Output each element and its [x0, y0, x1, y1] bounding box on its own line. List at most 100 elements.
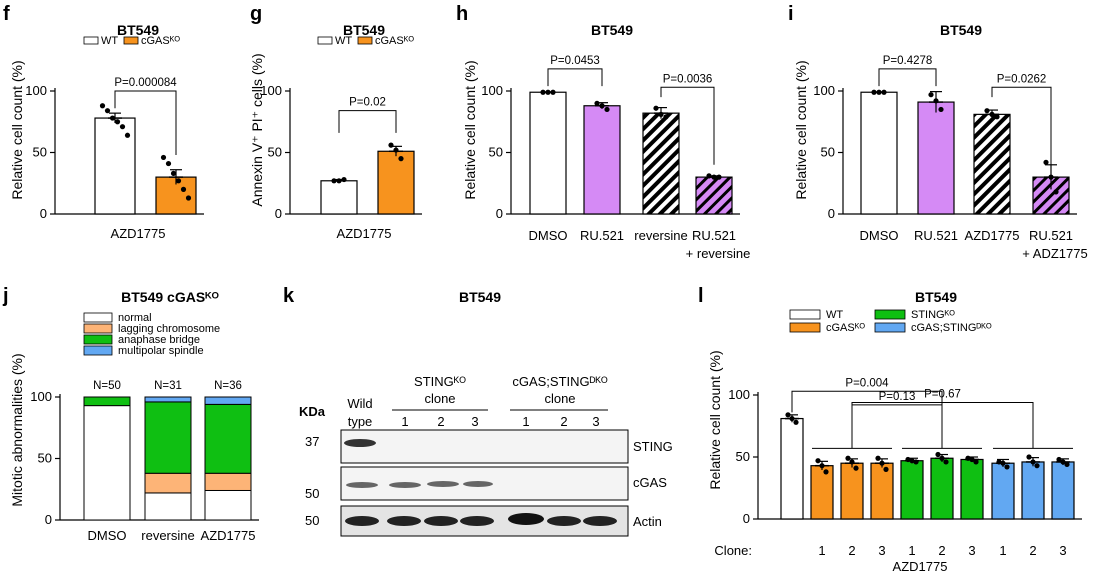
legend-label: lagging chromosome	[118, 323, 220, 335]
chart-i: BT549 0 50 100 Relative cell count (%) DMSO RU…	[793, 22, 1088, 261]
data-point	[160, 154, 167, 161]
legend-label: WT	[335, 35, 352, 47]
bar	[529, 91, 567, 215]
bar	[840, 462, 864, 520]
data-point	[658, 111, 664, 117]
legend-swatch	[317, 36, 333, 45]
panel-letter-g: g	[250, 3, 262, 25]
data-point	[109, 115, 116, 121]
pvalue-label: P=0.000084	[114, 77, 177, 89]
panel-letter-i: i	[788, 3, 794, 25]
y-axis-label: Mitotic abnormalities (%)	[9, 353, 25, 506]
clone-label: 1	[401, 414, 408, 429]
chart-j: BT549 cGASᴷᴼ 0 50 100 Mitotic abnormalities …	[9, 289, 259, 543]
legend-label: cGAS;STINGᴰᴷᴼ	[911, 322, 992, 334]
bar	[642, 112, 680, 215]
legend-swatch	[789, 322, 821, 333]
y-tick-label: 50	[736, 449, 750, 464]
panel-letter-l: l	[698, 285, 704, 307]
data-point	[785, 412, 791, 418]
legend-label: WT	[826, 309, 843, 321]
data-point	[393, 147, 399, 153]
legend-swatch	[83, 36, 99, 45]
pvalue-bracket	[878, 68, 937, 87]
data-point	[969, 456, 975, 463]
y-tick-label: 50	[268, 145, 282, 160]
stack-segment	[144, 472, 192, 494]
stack-segment	[83, 396, 131, 407]
y-tick-label: 0	[275, 206, 282, 221]
y-tick-label: 0	[45, 512, 52, 527]
y-tick-label: 50	[489, 145, 503, 160]
pvalue-label: P=0.0453	[550, 55, 600, 67]
pvalue-bracket	[851, 404, 943, 449]
bar	[870, 462, 894, 520]
y-tick-label: 50	[33, 145, 47, 160]
x-tick-label: 3	[878, 543, 885, 558]
data-point	[879, 460, 885, 466]
data-point	[604, 106, 610, 113]
pvalue-bracket	[660, 86, 715, 165]
data-point	[706, 173, 712, 179]
data-point	[550, 89, 556, 95]
x-tick-label: RU.521	[1029, 228, 1073, 243]
data-point	[180, 186, 187, 192]
data-point	[815, 458, 821, 464]
data-point	[881, 89, 887, 95]
data-point	[994, 114, 1000, 120]
x-tick-label: 2	[848, 543, 855, 558]
y-axis-label: Relative cell count (%)	[793, 60, 809, 199]
clone-label: 3	[592, 414, 599, 429]
chart-title: BT549	[591, 22, 633, 38]
pvalue-bracket	[338, 110, 397, 133]
legend-label: WT	[101, 35, 118, 47]
panel-letter-k: k	[283, 285, 295, 307]
bar	[810, 465, 834, 520]
bar	[900, 460, 924, 520]
data-point	[905, 456, 911, 463]
band	[344, 439, 376, 447]
legend-label: cGASᴷᴼ	[826, 322, 865, 334]
row-label-cgas: cGAS	[633, 475, 667, 490]
marker-37: 37	[305, 434, 319, 449]
panel-letter-j: j	[2, 285, 9, 307]
kda-label: KDa	[299, 404, 326, 419]
bar	[695, 176, 733, 215]
data-point	[913, 459, 919, 465]
legend-label: cGASᴷᴼ	[375, 35, 414, 47]
y-tick-label: 100	[25, 83, 47, 98]
x-tick-label: 1	[908, 543, 915, 558]
stack-segment	[144, 396, 192, 403]
pvalue-bracket	[114, 90, 177, 155]
bar	[1021, 461, 1045, 520]
x-tick-label: 1	[818, 543, 825, 558]
bar	[917, 101, 955, 215]
data-point	[336, 178, 342, 184]
data-point	[1004, 464, 1010, 470]
legend-swatch	[874, 322, 906, 333]
x-tick-label: RU.521	[580, 228, 624, 243]
y-axis-label: Relative cell count (%)	[462, 60, 478, 199]
sting-ko-header: STINGᴷᴼ	[414, 374, 466, 389]
x-tick-label: 1	[999, 543, 1006, 558]
clone-label: 3	[471, 414, 478, 429]
data-point	[1053, 189, 1059, 195]
data-point	[928, 92, 934, 98]
data-point	[1034, 463, 1040, 469]
chart-l: BT549 0 50 100 Relative cell count (%) Clone:…	[707, 289, 1082, 574]
data-point	[331, 178, 337, 184]
data-point	[175, 178, 182, 184]
marker-50b: 50	[305, 513, 319, 528]
legend-swatch	[123, 36, 139, 45]
legend-swatch	[789, 309, 821, 320]
data-point	[819, 463, 825, 469]
pvalue-bracket	[791, 390, 943, 449]
stack-segment	[204, 396, 252, 405]
data-point	[871, 89, 877, 95]
n-label: N=36	[214, 380, 242, 392]
data-point	[599, 103, 605, 109]
sting-blot-strip	[340, 429, 629, 464]
wild-type-label-2: type	[348, 414, 373, 429]
